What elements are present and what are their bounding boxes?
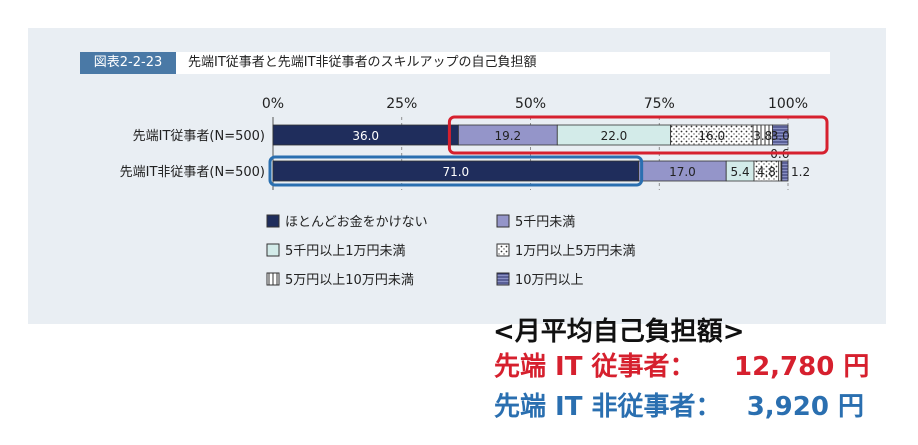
figure-tag: 図表2-2-23 <box>80 52 176 74</box>
data-label: 17.0 <box>669 165 696 179</box>
legend-swatch <box>266 214 280 228</box>
legend-label: ほとんどお金をかけない <box>285 214 428 230</box>
data-label: 22.0 <box>601 129 628 143</box>
average-row-it: 先端 IT 従事者： 12,780 円 <box>494 346 870 383</box>
figure-title: 先端IT従事者と先端IT非従事者のスキルアップの自己負担額 <box>188 55 537 70</box>
x-tick-label: 50% <box>515 96 546 112</box>
bar-segment <box>781 160 789 182</box>
data-label: 16.0 <box>698 129 725 143</box>
data-label: 1.2 <box>791 165 810 179</box>
data-label: 3.8 <box>753 129 772 143</box>
bar-segment <box>772 124 789 146</box>
legend-swatch <box>496 214 510 228</box>
average-label: 先端 IT 非従事者： <box>494 392 722 422</box>
legend-swatch <box>496 272 510 286</box>
highlight-box-it <box>447 115 829 155</box>
x-tick-label: 75% <box>644 96 675 112</box>
data-label: 36.0 <box>352 129 379 143</box>
data-label: 71.0 <box>442 165 469 179</box>
x-tick-label: 100% <box>768 96 808 112</box>
average-value: 12,780 円 <box>734 352 870 382</box>
bar-segment <box>778 160 783 182</box>
legend-label: 5千円未満 <box>515 215 575 230</box>
average-row-non-it: 先端 IT 非従事者： 3,920 円 <box>494 386 864 423</box>
legend-label: 5千円以上1万円未満 <box>285 244 406 259</box>
category-label: 先端IT非従事者(N=500) <box>120 165 265 180</box>
x-tick-label: 25% <box>386 96 417 112</box>
figure-title-bar <box>80 52 830 74</box>
data-label: 19.2 <box>494 129 521 143</box>
legend-swatch <box>266 243 280 257</box>
data-label: 4.8 <box>757 165 776 179</box>
data-label: 3.0 <box>771 129 790 143</box>
highlight-box-non-it <box>268 155 644 187</box>
category-label: 先端IT従事者(N=500) <box>133 129 265 144</box>
x-tick-label: 0% <box>262 96 284 112</box>
legend-swatch <box>496 243 510 257</box>
data-label: 5.4 <box>731 165 750 179</box>
average-title: <月平均自己負担額> <box>493 317 745 347</box>
average-label: 先端 IT 従事者： <box>494 352 696 382</box>
legend-label: 10万円以上 <box>515 273 584 288</box>
legend-label: 5万円以上10万円未満 <box>285 273 414 288</box>
average-value: 3,920 円 <box>746 392 864 422</box>
legend-swatch <box>266 272 280 286</box>
legend-label: 1万円以上5万円未満 <box>515 244 636 259</box>
